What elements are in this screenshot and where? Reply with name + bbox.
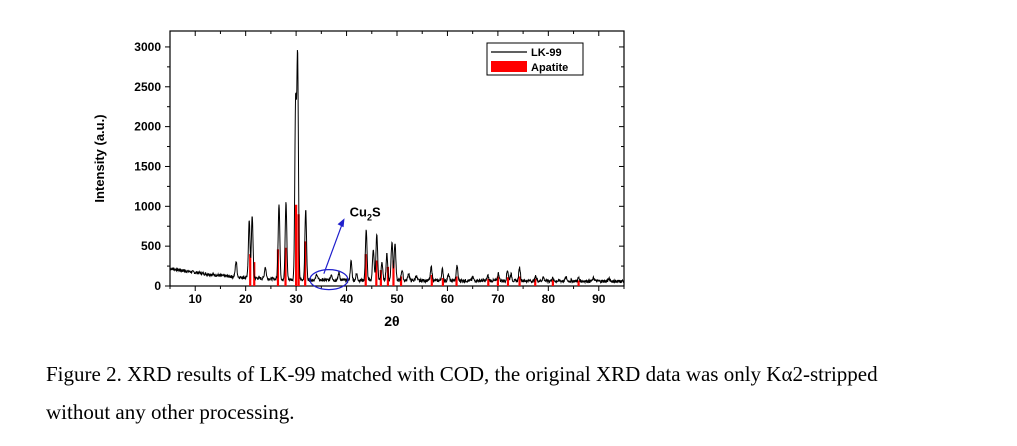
cu2s-arrow-line [323, 222, 344, 274]
xrd-chart: 10 20 30 40 50 60 70 80 90 0 500 1000 1500 2000 2500 30… [92, 30, 625, 329]
x-tick-label: 20 [239, 292, 253, 306]
caption-line-2: without any other processing. [46, 400, 295, 424]
legend-label-apatite: Apatite [531, 62, 568, 74]
y-tick-label: 3000 [134, 40, 161, 54]
y-tick-label: 2500 [134, 80, 161, 94]
cu2s-ellipse [309, 269, 349, 291]
y-axis-title: Intensity (a.u.) [92, 114, 107, 202]
legend-label-lk99: LK-99 [531, 47, 562, 59]
x-tick-label: 60 [441, 292, 455, 306]
y-tick-label: 500 [141, 239, 161, 253]
caption-line-1: Figure 2. XRD results of LK-99 matched w… [46, 362, 878, 386]
y-tick-label: 1500 [134, 159, 161, 173]
x-tick-label: 30 [289, 292, 303, 306]
x-tick-label: 70 [491, 292, 505, 306]
lk99-trace [169, 49, 625, 285]
x-tick-label: 10 [189, 292, 203, 306]
y-tick-label: 2000 [134, 120, 161, 134]
x-tick-label: 40 [340, 292, 354, 306]
y-tick-label: 1000 [134, 199, 161, 213]
legend-swatch-apatite [491, 61, 527, 72]
cu2s-label-s: S [372, 205, 381, 220]
x-tick-label: 50 [390, 292, 404, 306]
y-tick-label: 0 [154, 279, 161, 293]
x-tick-label: 90 [592, 292, 606, 306]
x-axis-title: 2θ [384, 313, 399, 329]
figure-caption: Figure 2. XRD results of LK-99 matched w… [46, 355, 1006, 431]
x-tick-label: 80 [542, 292, 556, 306]
cu2s-arrow-head [337, 218, 345, 228]
cu2s-label-subscript: 2 [367, 213, 372, 223]
cu2s-label: Cu2S [350, 205, 381, 223]
cu2s-label-cu: Cu [350, 205, 367, 220]
